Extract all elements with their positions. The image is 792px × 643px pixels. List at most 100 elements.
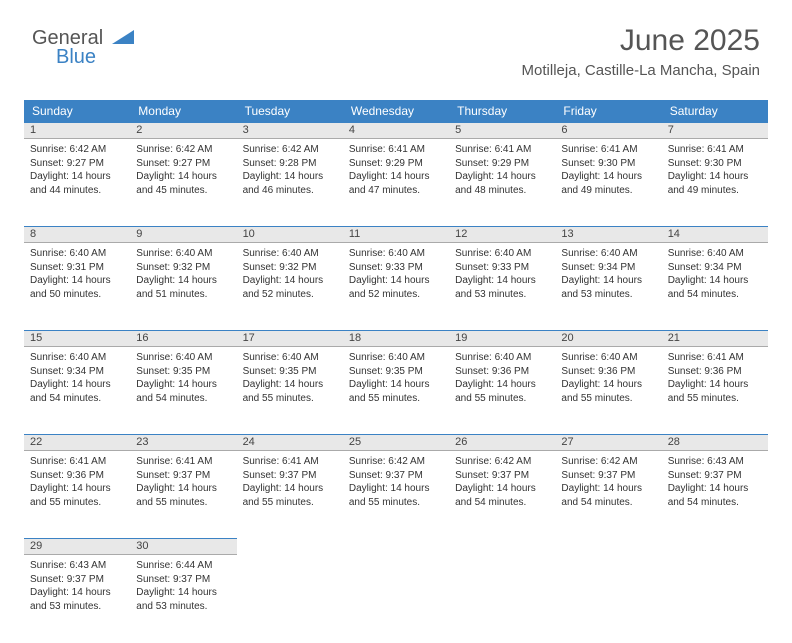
- sunrise-line: Sunrise: 6:44 AM: [136, 559, 230, 573]
- sunrise-line: Sunrise: 6:42 AM: [349, 455, 443, 469]
- location-text: Motilleja, Castille-La Mancha, Spain: [522, 62, 760, 79]
- daylight-line: Daylight: 14 hours and 52 minutes.: [243, 274, 337, 301]
- day-content-row: Sunrise: 6:40 AMSunset: 9:34 PMDaylight:…: [24, 347, 768, 435]
- daylight-line: Daylight: 14 hours and 55 minutes.: [243, 482, 337, 509]
- calendar-table: Sunday Monday Tuesday Wednesday Thursday…: [24, 100, 768, 643]
- day-content-row: Sunrise: 6:41 AM Sunset: 9:36 PM Daylight:…: [24, 451, 768, 539]
- day-number-cell: 18: [343, 331, 449, 347]
- day-header: Wednesday: [343, 100, 449, 123]
- day-number-cell: 15: [24, 331, 130, 347]
- sunset-line: Sunset: 9:27 PM: [136, 157, 230, 171]
- day-number-cell: 4: [343, 123, 449, 139]
- sunrise-line: Sunrise: 6:40 AM: [136, 247, 230, 261]
- day-number-row: 22232425262728: [24, 435, 768, 451]
- day-number-cell: 8: [24, 227, 130, 243]
- empty-cell: [237, 555, 343, 643]
- sunset-line: Sunset: 9:33 PM: [455, 261, 549, 275]
- sunrise-line: Sunrise: 6:41 AM: [243, 455, 337, 469]
- sunrise-line: Sunrise: 6:40 AM: [30, 351, 124, 365]
- daylight-line: Daylight: 14 hours and 45 minutes.: [136, 170, 230, 197]
- day-content-row: Sunrise: 6:42 AMSunset: 9:27 PMDaylight:…: [24, 139, 768, 227]
- day-content-cell: Sunrise: 6:41 AMSunset: 9:29 PMDaylight:…: [343, 139, 449, 227]
- day-number-cell: 13: [555, 227, 661, 243]
- sunrise-line: Sunrise: 6:40 AM: [243, 351, 337, 365]
- day-number-cell: 24: [237, 435, 343, 451]
- daylight-line: Daylight: 14 hours and 54 minutes.: [30, 378, 124, 405]
- day-content-cell: Sunrise: 6:40 AMSunset: 9:34 PMDaylight:…: [555, 243, 661, 331]
- sunrise-line: Sunrise: 6:43 AM: [668, 455, 762, 469]
- sunrise-line: Sunrise: 6:42 AM: [455, 455, 549, 469]
- logo: General Blue: [32, 28, 134, 67]
- day-content-cell: Sunrise: 6:43 AMSunset: 9:37 PMDaylight:…: [24, 555, 130, 643]
- sunset-line: Sunset: 9:29 PM: [349, 157, 443, 171]
- sunrise-line: Sunrise: 6:41 AM: [561, 143, 655, 157]
- day-content-cell: Sunrise: 6:40 AMSunset: 9:35 PMDaylight:…: [237, 347, 343, 435]
- day-number-cell: 25: [343, 435, 449, 451]
- day-content-cell: Sunrise: 6:42 AMSunset: 9:37 PMDaylight:…: [555, 451, 661, 539]
- day-number-cell: 14: [662, 227, 768, 243]
- sunrise-line: Sunrise: 6:41 AM: [455, 143, 549, 157]
- daylight-line: Daylight: 14 hours and 53 minutes.: [136, 586, 230, 613]
- day-number-cell: 2: [130, 123, 236, 139]
- empty-cell: [343, 555, 449, 643]
- sunrise-line: Sunrise: 6:41 AM: [349, 143, 443, 157]
- daylight-line: Daylight: 14 hours and 51 minutes.: [136, 274, 230, 301]
- sunset-line: Sunset: 9:32 PM: [136, 261, 230, 275]
- daylight-line: Daylight: 14 hours and 54 minutes.: [668, 274, 762, 301]
- day-number-cell: 30: [130, 539, 236, 555]
- sunset-line: Sunset: 9:34 PM: [30, 365, 124, 379]
- day-number-cell: 7: [662, 123, 768, 139]
- sunset-line: Sunset: 9:37 PM: [561, 469, 655, 483]
- sunrise-line: Sunrise: 6:40 AM: [668, 247, 762, 261]
- daylight-line: Daylight: 14 hours and 55 minutes.: [136, 482, 230, 509]
- day-content-cell: Sunrise: 6:41 AMSunset: 9:37 PMDaylight:…: [237, 451, 343, 539]
- day-content-cell: Sunrise: 6:40 AMSunset: 9:34 PMDaylight:…: [24, 347, 130, 435]
- sunrise-line: Sunrise: 6:42 AM: [561, 455, 655, 469]
- day-number-cell: 3: [237, 123, 343, 139]
- day-number-cell: 16: [130, 331, 236, 347]
- day-content-cell: Sunrise: 6:40 AMSunset: 9:34 PMDaylight:…: [662, 243, 768, 331]
- empty-cell: [555, 555, 661, 643]
- day-header-row: Sunday Monday Tuesday Wednesday Thursday…: [24, 100, 768, 123]
- day-content-cell: Sunrise: 6:41 AMSunset: 9:37 PMDaylight:…: [130, 451, 236, 539]
- sunrise-line: Sunrise: 6:40 AM: [349, 247, 443, 261]
- sunrise-line: Sunrise: 6:40 AM: [561, 351, 655, 365]
- sunrise-line: Sunrise: 6:40 AM: [136, 351, 230, 365]
- sunset-line: Sunset: 9:35 PM: [349, 365, 443, 379]
- day-content-cell: Sunrise: 6:41 AMSunset: 9:29 PMDaylight:…: [449, 139, 555, 227]
- sunset-line: Sunset: 9:32 PM: [243, 261, 337, 275]
- day-content-cell: Sunrise: 6:40 AMSunset: 9:36 PMDaylight:…: [555, 347, 661, 435]
- day-content-row: Sunrise: 6:40 AMSunset: 9:31 PMDaylight:…: [24, 243, 768, 331]
- day-content-cell: Sunrise: 6:42 AMSunset: 9:27 PMDaylight:…: [130, 139, 236, 227]
- day-content-cell: Sunrise: 6:40 AMSunset: 9:31 PMDaylight:…: [24, 243, 130, 331]
- day-number-row: 891011121314: [24, 227, 768, 243]
- day-number-cell: 1: [24, 123, 130, 139]
- day-number-cell: 22: [24, 435, 130, 451]
- empty-cell: [237, 539, 343, 555]
- logo-text-blue: Blue: [56, 47, 134, 67]
- day-number-cell: 19: [449, 331, 555, 347]
- day-content-cell: Sunrise: 6:44 AMSunset: 9:37 PMDaylight:…: [130, 555, 236, 643]
- sunset-line: Sunset: 9:36 PM: [455, 365, 549, 379]
- day-content-cell: Sunrise: 6:40 AMSunset: 9:32 PMDaylight:…: [130, 243, 236, 331]
- sunrise-line: Sunrise: 6:41 AM: [136, 455, 230, 469]
- daylight-line: Daylight: 14 hours and 54 minutes.: [136, 378, 230, 405]
- day-content-cell: Sunrise: 6:42 AMSunset: 9:28 PMDaylight:…: [237, 139, 343, 227]
- sunset-line: Sunset: 9:36 PM: [30, 469, 124, 483]
- page-header: General Blue June 2025 Motilleja, Castil…: [24, 20, 768, 90]
- day-content-cell: Sunrise: 6:43 AMSunset: 9:37 PMDaylight:…: [662, 451, 768, 539]
- day-number-cell: 29: [24, 539, 130, 555]
- day-content-cell: Sunrise: 6:41 AMSunset: 9:36 PMDaylight:…: [24, 451, 130, 539]
- daylight-line: Daylight: 14 hours and 44 minutes.: [30, 170, 124, 197]
- sunrise-line: Sunrise: 6:40 AM: [455, 351, 549, 365]
- day-header: Thursday: [449, 100, 555, 123]
- month-title: June 2025: [522, 24, 760, 58]
- sunset-line: Sunset: 9:37 PM: [136, 469, 230, 483]
- daylight-line: Daylight: 14 hours and 55 minutes.: [243, 378, 337, 405]
- day-header: Tuesday: [237, 100, 343, 123]
- sunset-line: Sunset: 9:35 PM: [243, 365, 337, 379]
- sunset-line: Sunset: 9:37 PM: [455, 469, 549, 483]
- sunset-line: Sunset: 9:34 PM: [561, 261, 655, 275]
- day-number-row: 2930: [24, 539, 768, 555]
- sunset-line: Sunset: 9:30 PM: [561, 157, 655, 171]
